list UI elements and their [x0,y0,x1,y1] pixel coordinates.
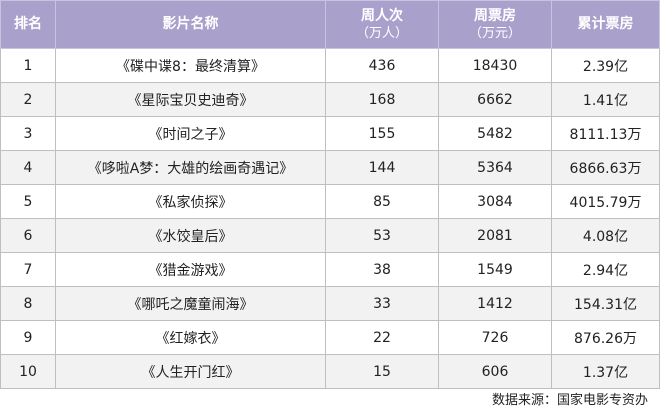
cell-rank: 1 [0,48,56,83]
table-row: 7 《猎金游戏》 38 1549 2.94亿 [0,252,660,287]
cell-weekly-gross: 1549 [438,252,552,287]
cell-weekly-gross: 2081 [438,218,552,253]
cell-weekly-gross: 6662 [438,82,552,117]
cell-total-gross: 876.26万 [551,320,660,355]
table-row: 6 《水饺皇后》 53 2081 4.08亿 [0,218,660,253]
cell-total-gross: 2.94亿 [551,252,660,287]
header-total-gross: 累计票房 [551,0,660,49]
cell-total-gross: 2.39亿 [551,48,660,83]
cell-title: 《猎金游戏》 [55,252,326,287]
cell-admissions: 436 [325,48,439,83]
cell-admissions: 168 [325,82,439,117]
table-row: 4 《哆啦A梦：大雄的绘画奇遇记》 144 5364 6866.63万 [0,150,660,185]
cell-rank: 8 [0,286,56,321]
cell-title: 《哆啦A梦：大雄的绘画奇遇记》 [55,150,326,185]
cell-admissions: 155 [325,116,439,151]
cell-admissions: 53 [325,218,439,253]
cell-rank: 10 [0,354,56,389]
cell-rank: 7 [0,252,56,287]
cell-rank: 9 [0,320,56,355]
table-row: 1 《碟中谍8：最终清算》 436 18430 2.39亿 [0,48,660,83]
header-title: 影片名称 [55,0,326,49]
cell-weekly-gross: 5482 [438,116,552,151]
admissions-unit: （万人） [355,25,408,41]
cell-weekly-gross: 18430 [438,48,552,83]
cell-admissions: 33 [325,286,439,321]
cell-total-gross: 1.37亿 [551,354,660,389]
cell-weekly-gross: 5364 [438,150,552,185]
data-source: 数据来源：国家电影专资办 [491,393,648,408]
cell-total-gross: 4.08亿 [551,218,660,253]
cell-title: 《碟中谍8：最终清算》 [55,48,326,83]
table-row: 9 《红嫁衣》 22 726 876.26万 [0,320,660,355]
header-admissions: 周人次 （万人） [325,0,439,49]
cell-admissions: 15 [325,354,439,389]
cell-admissions: 85 [325,184,439,219]
weekly-gross-unit: （万元） [468,25,521,41]
table-row: 8 《哪吒之魔童闹海》 33 1412 154.31亿 [0,286,660,321]
cell-rank: 3 [0,116,56,151]
cell-total-gross: 1.41亿 [551,82,660,117]
table-row: 10 《人生开门红》 15 606 1.37亿 [0,354,660,389]
cell-weekly-gross: 726 [438,320,552,355]
box-office-table: 排名 影片名称 周人次 （万人） 周票房 （万元） 累计票房 1 《碟中谍8：最终清算… [0,0,660,389]
table-row: 2 《星际宝贝史迪奇》 168 6662 1.41亿 [0,82,660,117]
cell-total-gross: 154.31亿 [551,286,660,321]
cell-total-gross: 8111.13万 [551,116,660,151]
cell-title: 《星际宝贝史迪奇》 [55,82,326,117]
cell-weekly-gross: 1412 [438,286,552,321]
table-row: 3 《时间之子》 155 5482 8111.13万 [0,116,660,151]
header-weekly-gross: 周票房 （万元） [438,0,552,49]
cell-title: 《红嫁衣》 [55,320,326,355]
cell-title: 《私家侦探》 [55,184,326,219]
cell-rank: 6 [0,218,56,253]
cell-weekly-gross: 3084 [438,184,552,219]
cell-title: 《时间之子》 [55,116,326,151]
cell-rank: 2 [0,82,56,117]
admissions-label: 周人次 [361,7,403,24]
cell-rank: 4 [0,150,56,185]
cell-weekly-gross: 606 [438,354,552,389]
cell-title: 《水饺皇后》 [55,218,326,253]
cell-rank: 5 [0,184,56,219]
header-row: 排名 影片名称 周人次 （万人） 周票房 （万元） 累计票房 [0,0,660,49]
weekly-gross-label: 周票房 [474,7,516,24]
cell-title: 《哪吒之魔童闹海》 [55,286,326,321]
cell-title: 《人生开门红》 [55,354,326,389]
cell-total-gross: 6866.63万 [551,150,660,185]
cell-total-gross: 4015.79万 [551,184,660,219]
cell-admissions: 144 [325,150,439,185]
table-row: 5 《私家侦探》 85 3084 4015.79万 [0,184,660,219]
header-rank: 排名 [0,0,56,49]
cell-admissions: 38 [325,252,439,287]
cell-admissions: 22 [325,320,439,355]
